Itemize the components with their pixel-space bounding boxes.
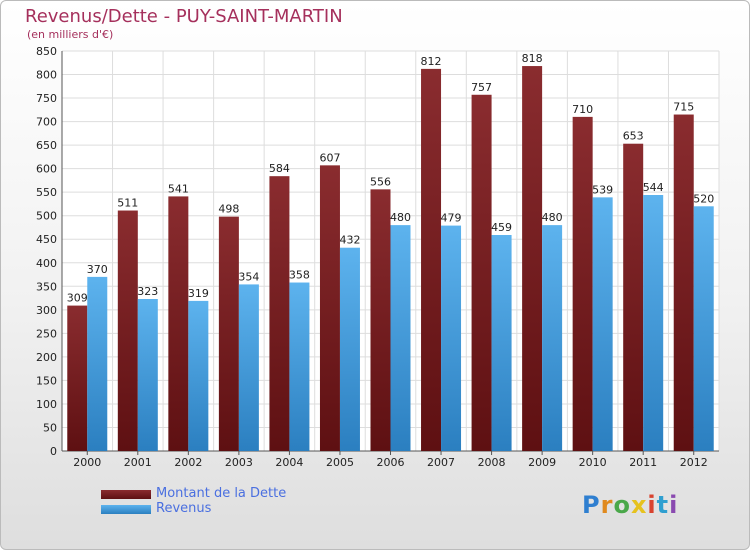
x-tick-label: 2009: [528, 456, 556, 469]
x-tick-label: 2002: [174, 456, 202, 469]
value-label-dette: 511: [117, 197, 138, 210]
value-label-revenus: 319: [188, 287, 209, 300]
bar-revenus: [339, 247, 360, 451]
logo-letter: i: [647, 491, 657, 519]
y-tick-label: 0: [50, 445, 57, 458]
y-tick-label: 500: [36, 210, 57, 223]
value-label-dette: 541: [168, 182, 189, 195]
x-tick-label: 2012: [680, 456, 708, 469]
value-label-revenus: 479: [441, 212, 462, 225]
value-label-revenus: 459: [491, 221, 512, 234]
logo-letter: x: [630, 491, 648, 519]
value-label-dette: 653: [623, 130, 644, 143]
y-tick-label: 550: [36, 186, 57, 199]
legend-swatch-dette: [101, 490, 151, 499]
value-label-revenus: 480: [542, 211, 563, 224]
proxiti-logo: Proxiti: [582, 491, 678, 519]
value-label-revenus: 520: [693, 192, 714, 205]
bar-dette: [269, 176, 290, 452]
bar-revenus: [491, 235, 512, 451]
value-label-dette: 607: [319, 151, 340, 164]
bar-dette: [522, 66, 543, 451]
legend-swatch-revenus: [101, 505, 151, 514]
x-tick-label: 2008: [478, 456, 506, 469]
value-label-dette: 710: [572, 103, 593, 116]
value-label-revenus: 544: [643, 181, 664, 194]
bar-revenus: [238, 284, 259, 451]
value-label-revenus: 323: [137, 285, 158, 298]
legend-label-dette: Montant de la Dette: [156, 486, 287, 501]
bar-dette: [370, 189, 391, 451]
y-tick-label: 100: [36, 398, 57, 411]
logo-letter: t: [656, 491, 670, 519]
y-tick-label: 50: [43, 421, 57, 434]
x-tick-label: 2003: [225, 456, 253, 469]
value-label-dette: 498: [218, 203, 239, 216]
x-tick-label: 2004: [275, 456, 303, 469]
bar-revenus: [137, 299, 158, 451]
bar-revenus: [390, 225, 411, 451]
x-tick-label: 2006: [377, 456, 405, 469]
y-tick-label: 700: [36, 116, 57, 129]
x-tick-label: 2000: [73, 456, 101, 469]
bar-dette: [673, 114, 694, 451]
logo-letter: o: [613, 491, 631, 519]
y-tick-label: 250: [36, 327, 57, 340]
y-tick-label: 750: [36, 92, 57, 105]
value-label-dette: 818: [522, 52, 543, 65]
y-tick-label: 600: [36, 163, 57, 176]
value-label-dette: 556: [370, 175, 391, 188]
bar-revenus: [441, 225, 462, 451]
y-tick-label: 850: [36, 45, 57, 58]
bar-dette: [572, 116, 593, 451]
bar-dette: [421, 68, 442, 451]
bar-revenus: [188, 300, 209, 451]
value-label-dette: 757: [471, 81, 492, 94]
y-tick-label: 150: [36, 374, 57, 387]
bar-dette: [168, 196, 189, 451]
value-label-revenus: 358: [289, 269, 310, 282]
x-tick-label: 2010: [579, 456, 607, 469]
bar-revenus: [87, 276, 108, 451]
value-label-dette: 584: [269, 162, 290, 175]
y-tick-label: 450: [36, 233, 57, 246]
y-tick-label: 300: [36, 304, 57, 317]
value-label-revenus: 432: [339, 234, 360, 247]
legend-label-revenus: Revenus: [156, 501, 212, 516]
bar-dette: [117, 210, 138, 451]
bar-revenus: [592, 197, 613, 451]
value-label-revenus: 370: [87, 263, 108, 276]
x-tick-label: 2007: [427, 456, 455, 469]
y-tick-label: 800: [36, 69, 57, 82]
logo-letter: i: [669, 491, 679, 519]
bar-revenus: [693, 206, 714, 451]
chart-subtitle: (en milliers d'€): [27, 28, 114, 41]
logo-letter: r: [600, 491, 614, 519]
bar-dette: [471, 94, 492, 451]
y-tick-label: 200: [36, 351, 57, 364]
bar-revenus: [542, 225, 563, 451]
value-label-revenus: 480: [390, 211, 411, 224]
value-label-dette: 715: [673, 101, 694, 114]
y-tick-label: 350: [36, 280, 57, 293]
x-tick-label: 2011: [629, 456, 657, 469]
y-tick-label: 650: [36, 139, 57, 152]
bar-revenus: [643, 195, 664, 451]
x-tick-label: 2005: [326, 456, 354, 469]
y-tick-label: 400: [36, 257, 57, 270]
chart-title: Revenus/Dette - PUY-SAINT-MARTIN: [25, 6, 343, 27]
logo-letter: P: [582, 491, 601, 519]
value-label-dette: 812: [421, 55, 442, 68]
bar-dette: [319, 165, 340, 451]
value-label-revenus: 539: [592, 183, 613, 196]
x-tick-label: 2001: [124, 456, 152, 469]
value-label-revenus: 354: [238, 270, 259, 283]
bar-dette: [218, 216, 239, 451]
bar-dette: [67, 305, 88, 451]
value-label-dette: 309: [67, 292, 88, 305]
bar-dette: [623, 143, 644, 452]
bar-revenus: [289, 282, 310, 451]
